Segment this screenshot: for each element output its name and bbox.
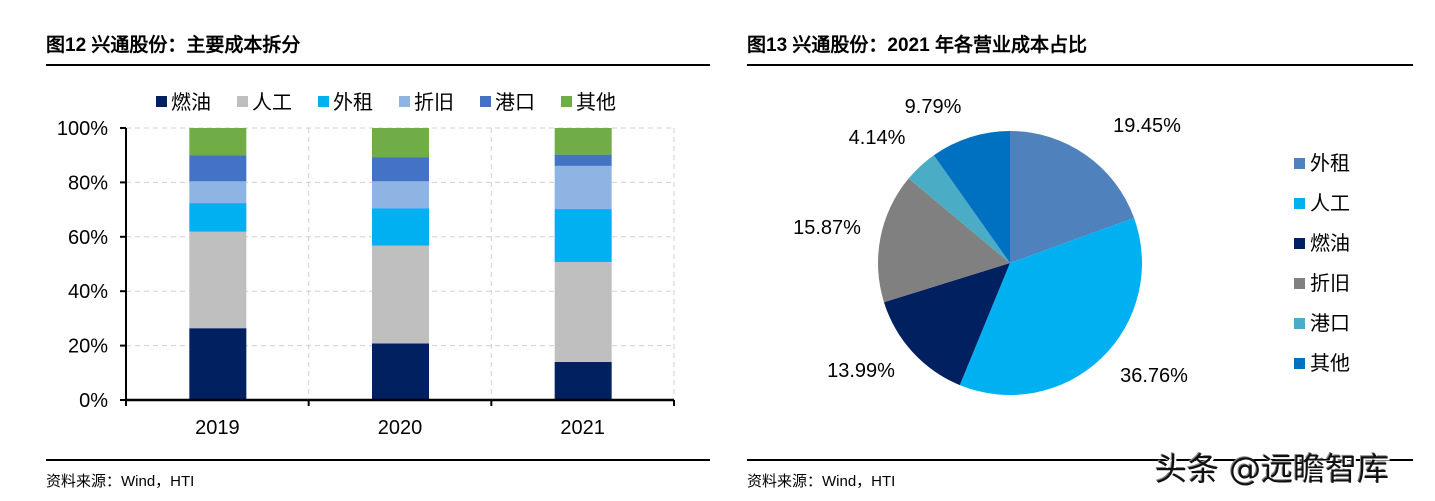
legend-label: 人工	[252, 91, 292, 114]
legend-label: 其他	[1310, 352, 1350, 375]
legend-label: 港口	[495, 91, 535, 114]
y-tick-label: 100%	[57, 118, 108, 140]
bar-segment	[554, 361, 612, 400]
legend-swatch	[561, 96, 572, 107]
bar-segment	[554, 209, 612, 262]
legend-label: 燃油	[171, 91, 211, 114]
legend-label: 折旧	[1310, 272, 1350, 295]
bar-segment	[554, 154, 612, 166]
bar-segment	[372, 181, 429, 209]
legend-swatch	[1294, 318, 1305, 329]
divider	[46, 459, 710, 461]
pie-slice	[959, 217, 1142, 396]
y-tick-label: 40%	[68, 281, 108, 303]
divider	[747, 64, 1413, 66]
legend-swatch	[1294, 238, 1305, 249]
data-label: 36.76%	[1120, 365, 1188, 387]
data-label: 9.79%	[905, 96, 962, 118]
legend-swatch	[156, 96, 167, 107]
figure-title: 图13 兴通股份：2021 年各营业成本占比	[747, 35, 1087, 56]
y-tick-label: 20%	[68, 336, 108, 358]
bar-segment	[554, 128, 612, 155]
left-panel: 图12 兴通股份：主要成本拆分 0% 20% 40% 60% 80% 100% 2019 20…	[46, 0, 710, 501]
pie-slice	[883, 263, 1010, 386]
bar-segment	[554, 165, 612, 210]
legend-label: 燃油	[1310, 232, 1350, 255]
x-tick-label: 2020	[378, 417, 423, 439]
bar-segment	[189, 203, 247, 232]
legend-swatch	[480, 96, 491, 107]
bar-segment	[189, 128, 247, 156]
legend-label: 人工	[1310, 192, 1350, 215]
pie-slice	[933, 131, 1010, 263]
data-label: 15.87%	[793, 217, 861, 239]
watermark: 头条 @远瞻智库	[1155, 450, 1390, 488]
right-panel: 图13 兴通股份：2021 年各营业成本占比 19.45% 外租 36.76% 人工 1…	[747, 0, 1413, 501]
bar-segment	[554, 261, 612, 362]
legend-swatch	[237, 96, 248, 107]
pie-chart: 19.45% 外租 36.76% 人工 13.99% 燃油 15.87% 折旧 4.14% 港口 9…	[793, 96, 1350, 396]
legend-swatch	[1294, 358, 1305, 369]
x-tick-label: 2019	[195, 417, 240, 439]
legend-swatch	[318, 96, 329, 107]
pie-slice	[908, 155, 1010, 263]
pie-slice	[1010, 131, 1135, 263]
bar-segment	[372, 157, 429, 182]
bar-segment	[189, 328, 247, 400]
bar-segment	[372, 208, 429, 246]
y-tick-label: 60%	[68, 227, 108, 249]
legend-label: 外租	[1310, 152, 1350, 175]
source-note: 资料来源：Wind，HTI	[46, 473, 195, 490]
bar-segment	[189, 231, 247, 329]
bar-segment	[189, 181, 247, 204]
legend-swatch	[1294, 278, 1305, 289]
stacked-bar-chart: 0% 20% 40% 60% 80% 100% 2019 2020 2021 燃油 人工 外租 折旧 港口…	[57, 91, 675, 439]
y-tick-label: 80%	[68, 172, 108, 194]
legend-swatch	[1294, 198, 1305, 209]
legend-swatch	[399, 96, 410, 107]
data-label: 19.45%	[1113, 115, 1181, 137]
bar-segment	[372, 128, 429, 158]
divider	[747, 459, 1413, 461]
figure-title: 图12 兴通股份：主要成本拆分	[46, 35, 301, 56]
bar-segment	[189, 155, 247, 182]
pie-slice	[878, 178, 1010, 303]
data-label: 13.99%	[827, 360, 895, 382]
legend-label: 折旧	[414, 91, 454, 114]
bar-segment	[372, 343, 429, 400]
divider	[46, 64, 710, 66]
legend-label: 其他	[576, 91, 616, 114]
bar-segment	[372, 245, 429, 344]
legend-label: 外租	[333, 91, 373, 114]
legend-label: 港口	[1310, 312, 1350, 335]
legend-swatch	[1294, 158, 1305, 169]
y-tick-label: 0%	[79, 390, 108, 412]
data-label: 4.14%	[849, 127, 906, 149]
x-tick-label: 2021	[560, 417, 605, 439]
source-note: 资料来源：Wind，HTI	[747, 473, 896, 490]
